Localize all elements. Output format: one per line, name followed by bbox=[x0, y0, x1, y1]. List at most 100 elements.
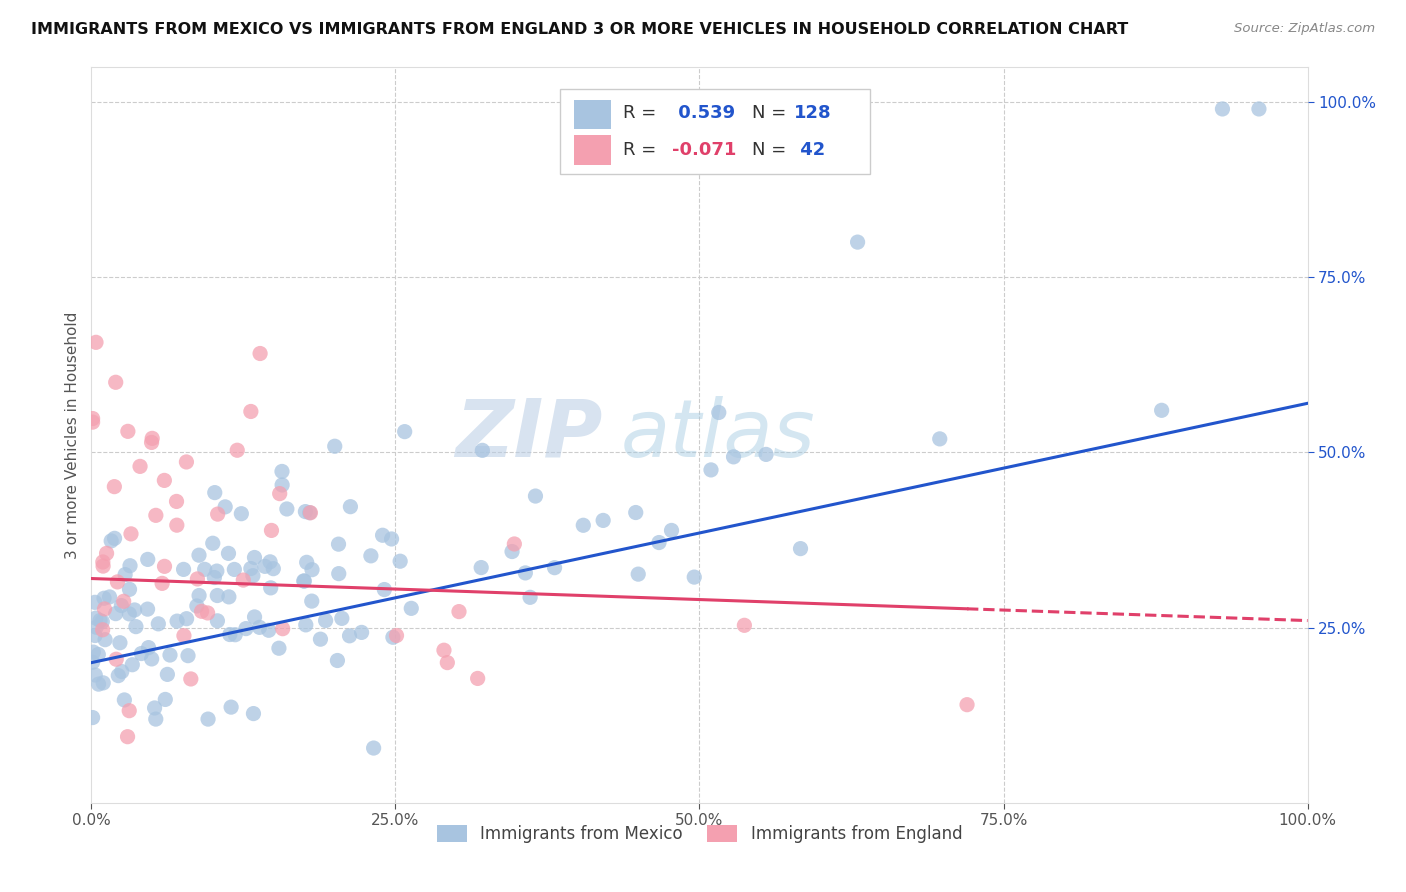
Point bbox=[661, 524, 683, 538]
Point bbox=[257, 624, 280, 638]
Point bbox=[260, 524, 283, 538]
Point bbox=[148, 616, 170, 631]
Text: Source: ZipAtlas.com: Source: ZipAtlas.com bbox=[1234, 22, 1375, 36]
Point bbox=[259, 555, 281, 569]
Point bbox=[129, 459, 152, 474]
Point bbox=[186, 599, 208, 613]
Point bbox=[194, 562, 217, 576]
Point bbox=[104, 376, 127, 390]
Point bbox=[262, 562, 284, 576]
Point bbox=[226, 443, 249, 458]
Point bbox=[224, 628, 246, 642]
Point bbox=[82, 415, 104, 429]
Point bbox=[136, 552, 159, 566]
Point bbox=[114, 567, 136, 582]
Point bbox=[627, 567, 650, 582]
Point bbox=[96, 546, 118, 560]
Point bbox=[166, 518, 188, 533]
Point bbox=[197, 606, 219, 620]
Point bbox=[723, 450, 745, 464]
Point bbox=[683, 570, 706, 584]
Point bbox=[117, 425, 139, 439]
Point bbox=[180, 672, 202, 686]
Point bbox=[700, 463, 723, 477]
Point bbox=[84, 628, 107, 642]
Point bbox=[84, 335, 107, 350]
Point bbox=[110, 599, 132, 613]
Point bbox=[218, 627, 240, 641]
Point bbox=[294, 505, 316, 519]
Point bbox=[153, 559, 176, 574]
Point bbox=[188, 548, 211, 562]
Point bbox=[173, 562, 195, 576]
Text: N =: N = bbox=[752, 141, 792, 159]
Point bbox=[572, 518, 595, 533]
Point bbox=[120, 527, 142, 541]
Point bbox=[592, 513, 614, 527]
Point bbox=[299, 506, 322, 520]
Point bbox=[363, 741, 385, 756]
Point bbox=[242, 568, 264, 582]
Text: 128: 128 bbox=[794, 104, 832, 122]
Point bbox=[91, 555, 114, 569]
Point bbox=[467, 672, 489, 686]
Point bbox=[294, 618, 316, 632]
Point bbox=[153, 474, 176, 488]
Point bbox=[166, 494, 188, 508]
Point bbox=[295, 555, 318, 569]
Point bbox=[524, 489, 547, 503]
Point bbox=[436, 656, 458, 670]
Point bbox=[301, 563, 323, 577]
Point bbox=[269, 486, 291, 500]
Point bbox=[186, 572, 208, 586]
Point bbox=[107, 574, 129, 589]
Point bbox=[117, 730, 139, 744]
Point bbox=[519, 591, 541, 605]
Point bbox=[789, 541, 811, 556]
Text: R =: R = bbox=[623, 141, 662, 159]
Point bbox=[197, 712, 219, 726]
Point bbox=[218, 546, 240, 560]
Point bbox=[373, 582, 395, 597]
Point bbox=[176, 612, 198, 626]
Point bbox=[309, 632, 332, 647]
Point bbox=[112, 594, 135, 608]
Point bbox=[103, 532, 125, 546]
Point bbox=[141, 431, 163, 445]
Point bbox=[201, 536, 224, 550]
Point bbox=[118, 558, 141, 573]
Point bbox=[93, 591, 115, 606]
Point bbox=[1247, 102, 1270, 116]
Point bbox=[82, 710, 104, 724]
Point bbox=[271, 478, 294, 492]
Point bbox=[159, 648, 181, 662]
Text: N =: N = bbox=[752, 104, 792, 122]
Point bbox=[253, 559, 276, 574]
Point bbox=[105, 652, 128, 666]
Point bbox=[956, 698, 979, 712]
Point bbox=[177, 648, 200, 663]
Point bbox=[249, 346, 271, 360]
Point bbox=[239, 404, 262, 418]
Point bbox=[470, 560, 492, 574]
Point bbox=[224, 562, 246, 576]
Point bbox=[235, 622, 257, 636]
Point bbox=[543, 560, 565, 574]
Point bbox=[360, 549, 382, 563]
Text: R =: R = bbox=[623, 104, 662, 122]
Point bbox=[733, 618, 755, 632]
Point bbox=[104, 607, 127, 621]
Point bbox=[242, 706, 264, 721]
Point bbox=[624, 506, 647, 520]
Point bbox=[326, 653, 349, 667]
Point bbox=[118, 582, 141, 597]
Point bbox=[267, 641, 290, 656]
Point bbox=[232, 573, 254, 587]
Point bbox=[339, 500, 361, 514]
Point bbox=[239, 561, 262, 575]
Point bbox=[166, 614, 188, 628]
Point bbox=[91, 676, 114, 690]
Point bbox=[190, 604, 212, 618]
FancyBboxPatch shape bbox=[574, 100, 610, 129]
Point bbox=[292, 574, 315, 588]
